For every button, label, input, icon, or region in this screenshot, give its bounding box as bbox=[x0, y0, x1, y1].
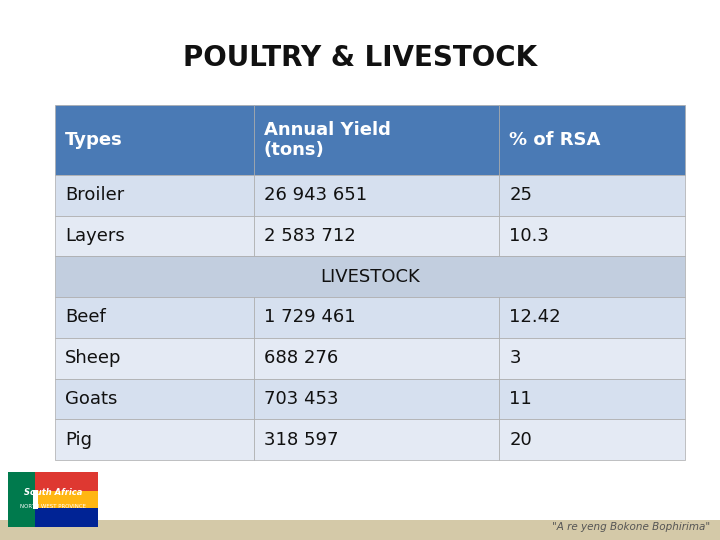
Text: Pig: Pig bbox=[65, 430, 92, 449]
Text: Broiler: Broiler bbox=[65, 186, 125, 204]
Bar bbox=[55, 379, 254, 419]
Text: South Africa: South Africa bbox=[24, 488, 82, 497]
Text: Sheep: Sheep bbox=[65, 349, 122, 367]
Text: Goats: Goats bbox=[65, 390, 117, 408]
Text: 26 943 651: 26 943 651 bbox=[264, 186, 367, 204]
Bar bbox=[55, 338, 254, 379]
Text: 11: 11 bbox=[509, 390, 532, 408]
Bar bbox=[8, 472, 98, 527]
Bar bbox=[33, 490, 37, 509]
Bar bbox=[499, 419, 685, 460]
Bar bbox=[35, 472, 98, 491]
Bar bbox=[254, 338, 499, 379]
Bar bbox=[254, 379, 499, 419]
Bar bbox=[35, 508, 98, 527]
Bar bbox=[0, 520, 720, 540]
Bar bbox=[8, 472, 35, 527]
Bar bbox=[499, 175, 685, 215]
Text: Beef: Beef bbox=[65, 308, 106, 327]
Text: Annual Yield
(tons): Annual Yield (tons) bbox=[264, 120, 391, 159]
Text: NORTH WEST PROVINCE: NORTH WEST PROVINCE bbox=[20, 504, 86, 509]
Text: 1 729 461: 1 729 461 bbox=[264, 308, 356, 327]
Bar bbox=[499, 297, 685, 338]
Bar bbox=[55, 419, 254, 460]
Text: 12.42: 12.42 bbox=[509, 308, 561, 327]
Text: 703 453: 703 453 bbox=[264, 390, 338, 408]
Text: 688 276: 688 276 bbox=[264, 349, 338, 367]
Text: 3: 3 bbox=[509, 349, 521, 367]
Bar bbox=[499, 379, 685, 419]
Bar bbox=[254, 297, 499, 338]
Bar bbox=[499, 105, 685, 175]
Text: LIVESTOCK: LIVESTOCK bbox=[320, 268, 420, 286]
Bar bbox=[254, 215, 499, 256]
Text: 20: 20 bbox=[509, 430, 532, 449]
Bar bbox=[55, 256, 685, 297]
Bar bbox=[499, 338, 685, 379]
Text: 10.3: 10.3 bbox=[509, 227, 549, 245]
Text: % of RSA: % of RSA bbox=[509, 131, 600, 149]
Bar bbox=[499, 215, 685, 256]
Bar bbox=[55, 175, 254, 215]
Text: 318 597: 318 597 bbox=[264, 430, 338, 449]
Text: POULTRY & LIVESTOCK: POULTRY & LIVESTOCK bbox=[183, 44, 537, 72]
Bar bbox=[55, 105, 254, 175]
Bar bbox=[35, 491, 98, 508]
Bar bbox=[254, 175, 499, 215]
Bar bbox=[55, 297, 254, 338]
Text: Layers: Layers bbox=[65, 227, 125, 245]
Bar bbox=[55, 215, 254, 256]
Text: "A re yeng Bokone Bophirima": "A re yeng Bokone Bophirima" bbox=[552, 522, 710, 532]
Bar bbox=[254, 419, 499, 460]
Text: Types: Types bbox=[65, 131, 122, 149]
Bar bbox=[254, 105, 499, 175]
Text: 2 583 712: 2 583 712 bbox=[264, 227, 356, 245]
Text: 25: 25 bbox=[509, 186, 532, 204]
